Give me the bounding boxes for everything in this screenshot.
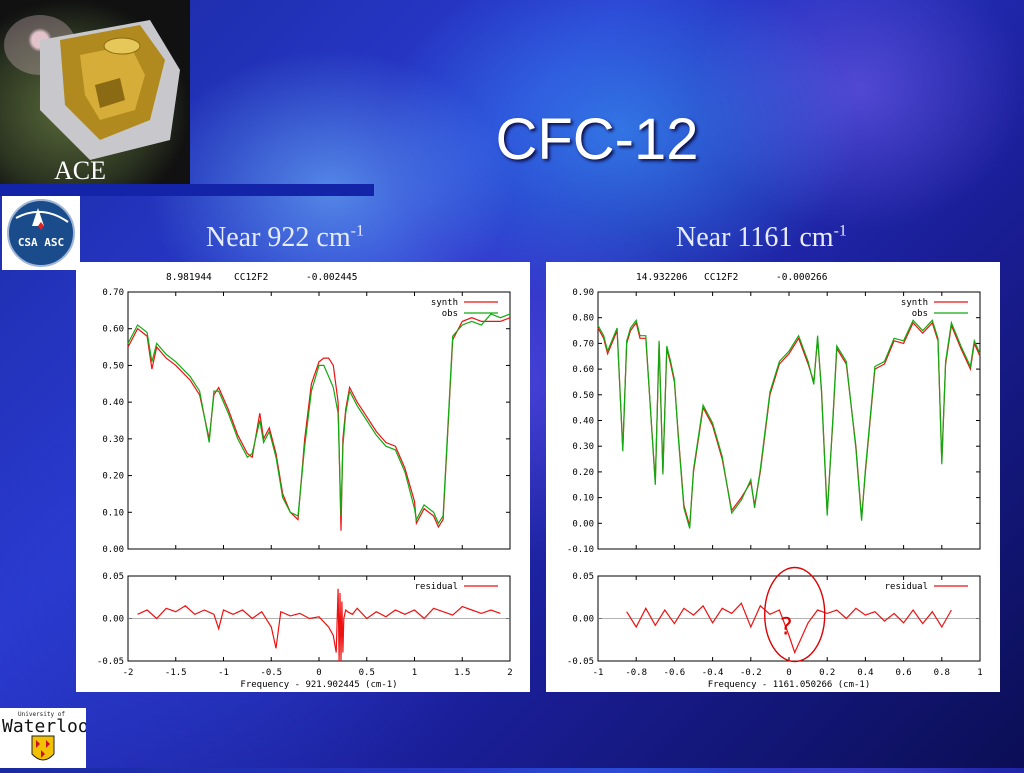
near-caption-right-exp: -1	[833, 222, 847, 240]
xtick-label: 1	[412, 668, 417, 678]
residual-ytick-label: 0.05	[572, 572, 594, 582]
main-ytick-label: 0.30	[572, 442, 594, 452]
legend-label-obs: obs	[442, 309, 458, 319]
main-ytick-label: 0.50	[102, 361, 124, 371]
page-title: CFC-12	[495, 107, 699, 172]
main-ytick-label: 0.10	[102, 508, 124, 518]
csa-asc-logo: CSA ASC	[2, 196, 80, 270]
x-axis-label: Frequency - 921.902445 (cm-1)	[240, 680, 397, 690]
chart-header-value: 14.932206	[636, 272, 688, 283]
chart-header-molecule: CC12F2	[704, 272, 738, 283]
csa-emblem-icon: CSA ASC	[7, 199, 75, 267]
residual-ytick-label: 0.00	[102, 615, 124, 625]
main-ytick-label: 0.00	[572, 519, 594, 529]
xtick-label: -0.4	[702, 668, 724, 678]
main-ytick-label: 0.70	[572, 339, 594, 349]
xtick-label: -0.6	[664, 668, 686, 678]
residual-ytick-label: -0.05	[97, 657, 124, 667]
xtick-label: -1.5	[165, 668, 187, 678]
xtick-label: 0	[316, 668, 321, 678]
question-mark: ?	[779, 613, 793, 641]
legend-label-synth: synth	[901, 298, 928, 308]
xtick-label: 0.4	[857, 668, 873, 678]
main-frame	[127, 291, 511, 550]
ace-label: ACE	[54, 156, 106, 185]
main-ytick-label: 0.00	[102, 545, 124, 555]
legend-label-residual: residual	[415, 582, 458, 592]
xtick-label: 0.5	[359, 668, 375, 678]
main-ytick-label: 0.70	[102, 288, 124, 298]
main-ytick-label: 0.60	[102, 325, 124, 335]
chart-header-shift: -0.000266	[776, 272, 828, 283]
csa-text: CSA ASC	[18, 236, 64, 249]
xtick-label: -0.2	[740, 668, 762, 678]
xtick-label: 2	[507, 668, 512, 678]
legend-label-obs: obs	[912, 309, 928, 319]
xtick-label: 0	[786, 668, 791, 678]
main-ytick-label: -0.10	[567, 545, 594, 555]
main-ytick-label: 0.80	[572, 314, 594, 324]
main-series-obs	[127, 313, 511, 525]
main-ytick-label: 0.50	[572, 391, 594, 401]
xtick-label: 1.5	[454, 668, 470, 678]
legend-label-synth: synth	[431, 298, 458, 308]
xtick-label: -0.8	[625, 668, 647, 678]
chart-header-value: 8.981944	[166, 272, 212, 283]
residual-ytick-label: 0.05	[102, 572, 124, 582]
ace-satellite-logo: ACE	[0, 0, 190, 186]
near-caption-left-text: Near 922 cm	[206, 222, 351, 253]
main-ytick-label: 0.20	[572, 468, 594, 478]
spectrum-panel-1161: 14.932206 CC12F2 -0.000266 -0.10 0.00 0.10 0.2…	[546, 262, 1000, 692]
spectrum-panel-922: 8.981944 CC12F2 -0.002445 0.00 0.10 0.20 0.30 0…	[76, 262, 530, 692]
waterloo-name-text: Waterloo	[2, 716, 86, 737]
chart-header-shift: -0.002445	[306, 272, 357, 283]
anomaly-circle	[764, 566, 826, 663]
waterloo-crest-icon: University of Waterloo	[2, 711, 89, 761]
x-axis-label: Frequency - 1161.050266 (cm-1)	[708, 680, 871, 690]
main-ytick-label: 0.60	[572, 365, 594, 375]
legend-label-residual: residual	[885, 582, 928, 592]
main-ytick-label: 0.10	[572, 494, 594, 504]
near-caption-right-text: Near 1161 cm	[676, 222, 834, 253]
xtick-label: -1	[218, 668, 229, 678]
main-series-obs	[597, 318, 981, 529]
title-underline-bar	[0, 184, 374, 196]
main-ytick-label: 0.40	[572, 417, 594, 427]
xtick-label: 1	[977, 668, 982, 678]
residual-ytick-label: 0.00	[572, 615, 594, 625]
waterloo-logo: University of Waterloo	[0, 708, 89, 768]
main-series-synth	[127, 317, 511, 531]
xtick-label: -2	[123, 668, 134, 678]
xtick-label: -1	[593, 668, 604, 678]
waterloo-small-text: University of	[18, 711, 65, 718]
near-caption-left: Near 922 cm-1	[206, 222, 364, 254]
main-ytick-label: 0.90	[572, 288, 594, 298]
main-series-synth	[597, 321, 981, 527]
chart-header-molecule: CC12F2	[234, 272, 268, 283]
near-caption-left-exp: -1	[350, 222, 364, 240]
spectrum-chart-922: 8.981944 CC12F2 -0.002445 0.00 0.10 0.20 0.30 0…	[97, 272, 513, 690]
ace-satellite-icon	[4, 15, 180, 160]
main-ytick-label: 0.40	[102, 398, 124, 408]
residual-series-residual	[137, 588, 501, 662]
spectrum-chart-1161: 14.932206 CC12F2 -0.000266 -0.10 0.00 0.10 0.2…	[567, 272, 983, 690]
main-ytick-label: 0.30	[102, 435, 124, 445]
xtick-label: -0.5	[260, 668, 282, 678]
xtick-label: 0.6	[895, 668, 911, 678]
main-ytick-label: 0.20	[102, 472, 124, 482]
residual-series-residual	[626, 602, 952, 655]
near-caption-right: Near 1161 cm-1	[676, 222, 847, 254]
xtick-label: 0.2	[819, 668, 835, 678]
residual-ytick-label: -0.05	[567, 657, 594, 667]
xtick-label: 0.8	[934, 668, 950, 678]
